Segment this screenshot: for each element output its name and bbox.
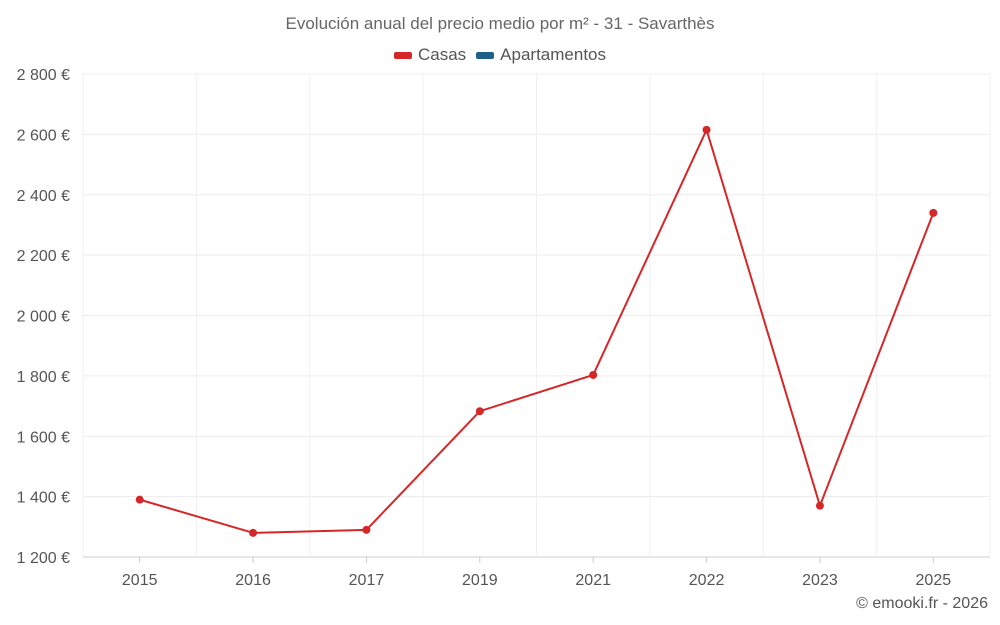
legend-swatch-casas bbox=[393, 51, 412, 59]
x-tick-label: 2017 bbox=[349, 572, 385, 589]
legend-label-casas: Casas bbox=[417, 45, 467, 64]
y-tick-label: 2 400 € bbox=[17, 188, 70, 205]
legend-item-casas[interactable]: Casas bbox=[393, 45, 467, 65]
y-tick-label: 1 400 € bbox=[17, 490, 70, 507]
x-tick-label: 2019 bbox=[462, 572, 498, 589]
x-tick-label: 2022 bbox=[689, 572, 725, 589]
legend-label-apartamentos: Apartamentos bbox=[500, 45, 607, 64]
x-tick-label: 2023 bbox=[802, 572, 838, 589]
y-tick-label: 2 800 € bbox=[17, 67, 70, 84]
data-point bbox=[589, 370, 598, 379]
x-tick-label: 2021 bbox=[575, 572, 611, 589]
data-point bbox=[475, 407, 484, 416]
chart-title: Evolución anual del precio medio por m² … bbox=[285, 14, 715, 33]
legend-item-apartamentos[interactable]: Apartamentos bbox=[476, 45, 606, 65]
y-tick-label: 2 600 € bbox=[17, 127, 70, 144]
data-point bbox=[135, 495, 144, 504]
credit: © emooki.fr - 2026 bbox=[856, 595, 988, 612]
data-point bbox=[702, 125, 711, 134]
series-line-casas bbox=[139, 128, 935, 534]
y-tick-label: 1 800 € bbox=[17, 369, 70, 386]
data-point bbox=[362, 525, 371, 534]
x-tick-label: 2025 bbox=[916, 572, 952, 589]
data-point bbox=[249, 528, 258, 537]
x-tick-label: 2015 bbox=[122, 572, 158, 589]
data-point bbox=[815, 501, 824, 510]
y-tick-label: 1 200 € bbox=[17, 550, 70, 567]
y-tick-label: 1 600 € bbox=[17, 429, 70, 446]
data-point bbox=[929, 208, 938, 217]
x-tick-label: 2016 bbox=[235, 572, 271, 589]
legend-swatch-apartamentos bbox=[476, 51, 495, 59]
legend: Casas Apartamentos bbox=[0, 45, 1000, 65]
y-tick-label: 2 200 € bbox=[17, 248, 70, 265]
y-tick-label: 2 000 € bbox=[17, 309, 70, 326]
